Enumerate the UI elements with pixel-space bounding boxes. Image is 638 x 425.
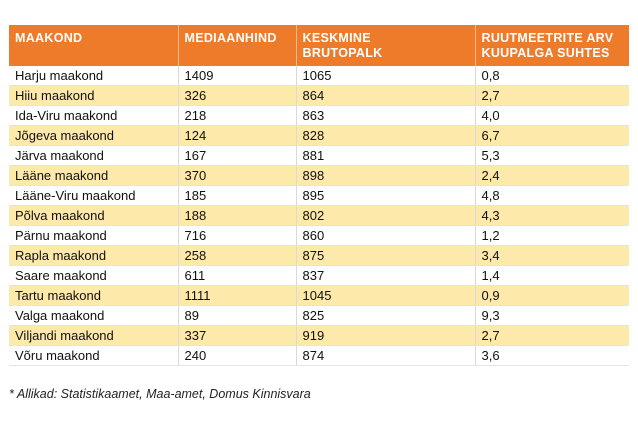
table-row: Ida-Viru maakond 218 863 4,0 (9, 105, 629, 126)
cell-sqm-ratio: 6,7 (475, 125, 629, 146)
cell-gross-salary: 825 (296, 305, 476, 326)
cell-sqm-ratio: 4,8 (475, 185, 629, 206)
header-average-gross-salary: KESKMINE BRUTOPALK (296, 25, 476, 66)
table-header: MAAKOND MEDIAANHIND KESKMINE BRUTOPALK RUUTM… (9, 25, 629, 66)
cell-gross-salary: 1045 (296, 285, 476, 306)
table-row: Pärnu maakond 716 860 1,2 (9, 225, 629, 246)
cell-sqm-ratio: 3,6 (475, 345, 629, 366)
cell-sqm-ratio: 4,3 (475, 205, 629, 226)
cell-median-price: 326 (178, 85, 297, 106)
cell-median-price: 89 (178, 305, 297, 326)
cell-county: Hiiu maakond (9, 85, 179, 106)
cell-county: Viljandi maakond (9, 325, 179, 346)
county-price-table: MAAKOND MEDIAANHIND KESKMINE BRUTOPALK RUUTM… (9, 25, 629, 366)
data-table-container: MAAKOND MEDIAANHIND KESKMINE BRUTOPALK RUUTM… (9, 25, 629, 366)
cell-county: Pärnu maakond (9, 225, 179, 246)
cell-median-price: 337 (178, 325, 297, 346)
cell-county: Võru maakond (9, 345, 179, 366)
cell-county: Põlva maakond (9, 205, 179, 226)
cell-gross-salary: 881 (296, 145, 476, 166)
header-label-line: MAAKOND (15, 31, 83, 45)
header-sqm-per-monthly-salary: RUUTMEETRITE ARV KUUPALGA SUHTES (475, 25, 629, 66)
cell-gross-salary: 837 (296, 265, 476, 286)
cell-gross-salary: 874 (296, 345, 476, 366)
cell-gross-salary: 828 (296, 125, 476, 146)
cell-median-price: 240 (178, 345, 297, 366)
cell-gross-salary: 864 (296, 85, 476, 106)
cell-median-price: 258 (178, 245, 297, 266)
cell-gross-salary: 1065 (296, 66, 476, 86)
table-row: Hiiu maakond 326 864 2,7 (9, 85, 629, 106)
cell-gross-salary: 860 (296, 225, 476, 246)
cell-sqm-ratio: 4,0 (475, 105, 629, 126)
cell-gross-salary: 802 (296, 205, 476, 226)
cell-sqm-ratio: 0,9 (475, 285, 629, 306)
cell-median-price: 1111 (178, 285, 297, 306)
cell-gross-salary: 898 (296, 165, 476, 186)
header-median-price: MEDIAANHIND (178, 25, 297, 66)
cell-sqm-ratio: 2,4 (475, 165, 629, 186)
cell-county: Rapla maakond (9, 245, 179, 266)
header-row: MAAKOND MEDIAANHIND KESKMINE BRUTOPALK RUUTM… (9, 25, 629, 66)
cell-county: Lääne-Viru maakond (9, 185, 179, 206)
header-label-line: KUUPALGA SUHTES (481, 46, 610, 60)
table-row: Järva maakond 167 881 5,3 (9, 145, 629, 166)
cell-sqm-ratio: 5,3 (475, 145, 629, 166)
cell-median-price: 124 (178, 125, 297, 146)
cell-county: Ida-Viru maakond (9, 105, 179, 126)
cell-county: Saare maakond (9, 265, 179, 286)
cell-sqm-ratio: 3,4 (475, 245, 629, 266)
cell-gross-salary: 875 (296, 245, 476, 266)
cell-county: Harju maakond (9, 66, 179, 86)
cell-county: Valga maakond (9, 305, 179, 326)
header-label-line: MEDIAANHIND (184, 31, 277, 45)
cell-median-price: 1409 (178, 66, 297, 86)
cell-median-price: 370 (178, 165, 297, 186)
cell-sqm-ratio: 1,2 (475, 225, 629, 246)
header-label-line: BRUTOPALK (302, 46, 383, 60)
table-row: Jõgeva maakond 124 828 6,7 (9, 125, 629, 146)
table-row: Põlva maakond 188 802 4,3 (9, 205, 629, 226)
table-row: Lääne-Viru maakond 185 895 4,8 (9, 185, 629, 206)
cell-median-price: 218 (178, 105, 297, 126)
table-row: Tartu maakond 1111 1045 0,9 (9, 285, 629, 306)
cell-county: Lääne maakond (9, 165, 179, 186)
table-row: Rapla maakond 258 875 3,4 (9, 245, 629, 266)
table-row: Harju maakond 1409 1065 0,8 (9, 66, 629, 86)
cell-median-price: 611 (178, 265, 297, 286)
source-footnote: * Allikad: Statistikaamet, Maa-amet, Dom… (9, 387, 311, 401)
header-label-line: RUUTMEETRITE ARV (481, 31, 614, 45)
cell-sqm-ratio: 9,3 (475, 305, 629, 326)
cell-county: Jõgeva maakond (9, 125, 179, 146)
header-county: MAAKOND (9, 25, 179, 66)
header-label-line: KESKMINE (302, 31, 371, 45)
cell-gross-salary: 919 (296, 325, 476, 346)
cell-sqm-ratio: 1,4 (475, 265, 629, 286)
cell-sqm-ratio: 2,7 (475, 325, 629, 346)
table-body: Harju maakond 1409 1065 0,8 Hiiu maakond 326 8… (9, 66, 629, 366)
cell-sqm-ratio: 0,8 (475, 66, 629, 86)
cell-gross-salary: 895 (296, 185, 476, 206)
cell-median-price: 188 (178, 205, 297, 226)
table-row: Võru maakond 240 874 3,6 (9, 345, 629, 366)
table-row: Viljandi maakond 337 919 2,7 (9, 325, 629, 346)
cell-county: Tartu maakond (9, 285, 179, 306)
cell-median-price: 167 (178, 145, 297, 166)
cell-gross-salary: 863 (296, 105, 476, 126)
table-row: Valga maakond 89 825 9,3 (9, 305, 629, 326)
cell-sqm-ratio: 2,7 (475, 85, 629, 106)
table-row: Saare maakond 611 837 1,4 (9, 265, 629, 286)
cell-median-price: 716 (178, 225, 297, 246)
table-row: Lääne maakond 370 898 2,4 (9, 165, 629, 186)
cell-median-price: 185 (178, 185, 297, 206)
cell-county: Järva maakond (9, 145, 179, 166)
